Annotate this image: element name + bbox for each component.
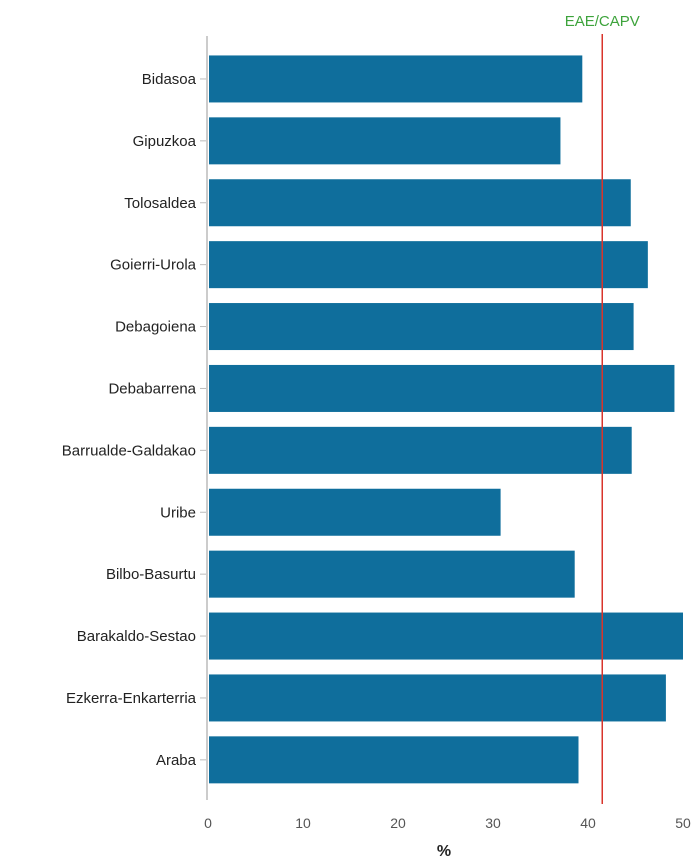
x-axis-title: % <box>437 843 451 860</box>
category-label: Barrualde-Galdakao <box>62 442 196 459</box>
bar-goierri-urola <box>209 241 648 289</box>
bar-uribe <box>209 488 501 536</box>
category-labels: Bidasoa Gipuzkoa Tolosaldea Goierri-Urola De… <box>62 71 206 769</box>
x-tick-label: 10 <box>295 815 311 831</box>
category-label: Gipuzkoa <box>133 133 197 150</box>
bar-debabarrena <box>209 364 675 412</box>
category-label: Uribe <box>160 504 196 521</box>
bar-barrualde-galdakao <box>209 426 632 474</box>
bar-gipuzkoa <box>209 117 561 165</box>
x-tick-label: 50 <box>675 815 691 831</box>
bar-bidasoa <box>209 55 583 103</box>
x-tick-label: 30 <box>485 815 501 831</box>
x-tick-label: 20 <box>390 815 406 831</box>
x-tick-label: 0 <box>204 815 212 831</box>
bar-barakaldo-sestao <box>209 612 683 660</box>
bar-bilbo-basurtu <box>209 550 575 598</box>
bar-tolosaldea <box>209 179 631 227</box>
category-label: Tolosaldea <box>124 195 196 212</box>
category-label: Araba <box>156 752 197 769</box>
x-tick-labels: 0 10 20 30 40 50 <box>204 815 691 831</box>
category-label: Debagoiena <box>115 319 197 336</box>
category-label: Debabarrena <box>108 380 196 397</box>
x-tick-label: 40 <box>580 815 596 831</box>
category-label: Barakaldo-Sestao <box>77 628 196 645</box>
reference-line-label: EAE/CAPV <box>565 13 640 30</box>
bar-ezkerra-enkarterria <box>209 674 666 722</box>
bars-layer <box>209 55 683 784</box>
bar-araba <box>209 736 579 784</box>
category-label: Bidasoa <box>142 71 197 88</box>
category-label: Bilbo-Basurtu <box>106 566 196 583</box>
category-label: Goierri-Urola <box>110 257 197 274</box>
category-label: Ezkerra-Enkarterria <box>66 690 197 707</box>
bar-debagoiena <box>209 303 634 351</box>
